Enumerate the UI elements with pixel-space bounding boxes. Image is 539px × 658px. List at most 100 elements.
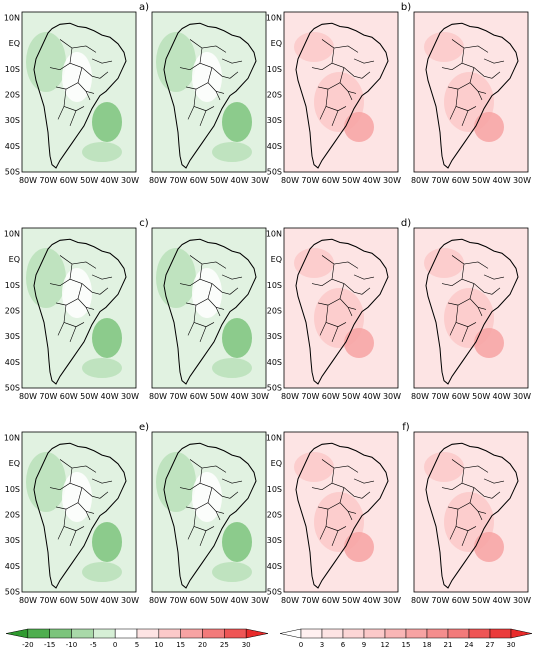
colorbar-tick-label: 0 <box>113 641 117 649</box>
field-contour <box>294 452 334 482</box>
lon-tick-label: 50W <box>472 596 490 605</box>
colorbar-tick-label: 30 <box>507 641 516 649</box>
lon-tick-label: 50W <box>472 392 490 401</box>
panel-label: b) <box>401 2 411 13</box>
lat-tick-label: 50S <box>5 384 20 393</box>
lat-tick-label: 30S <box>267 332 282 341</box>
colorbar-arrow <box>5 628 29 639</box>
field-contour <box>26 248 66 308</box>
lon-tick-label: 40W <box>101 596 119 605</box>
field-contour <box>82 562 122 582</box>
colorbar-swatch <box>202 628 225 639</box>
lon-tick-label: 50W <box>342 596 360 605</box>
lon-tick-label: 40W <box>493 596 511 605</box>
field-contour <box>222 318 252 358</box>
colorbar-tick-label: 24 <box>465 641 474 649</box>
lon-tick-label: 40W <box>231 176 249 185</box>
lon-tick-label: 40W <box>231 392 249 401</box>
lon-tick-label: 60W <box>322 596 340 605</box>
lat-tick-label: 10S <box>5 65 20 74</box>
field-contour <box>92 522 122 562</box>
colorbar-swatch <box>468 628 491 639</box>
lon-tick-label: 60W <box>452 176 470 185</box>
lon-tick-label: 60W <box>60 176 78 185</box>
lon-tick-label: 30W <box>513 392 531 401</box>
lat-tick-label: 50S <box>5 588 20 597</box>
colorbar-tick-label: 20 <box>198 641 207 649</box>
lat-tick-label: 40S <box>267 562 282 571</box>
field-contour <box>424 32 464 62</box>
lat-tick-label: 40S <box>5 142 20 151</box>
lat-tick-label: 50S <box>267 384 282 393</box>
lat-tick-label: 20S <box>5 511 20 520</box>
lat-tick-label: 10N <box>4 434 20 443</box>
lon-tick-label: 60W <box>322 176 340 185</box>
lon-tick-label: 30W <box>513 596 531 605</box>
colorbar-tick-label: 21 <box>444 641 453 649</box>
lon-tick-label: 80W <box>19 596 37 605</box>
colorbar-swatch <box>405 628 428 639</box>
colorbar-tick-label: -20 <box>22 641 33 649</box>
field-contour <box>212 562 252 582</box>
lon-tick-label: 60W <box>60 596 78 605</box>
colorbar-swatch <box>300 628 323 639</box>
field-contour <box>82 358 122 378</box>
lon-tick-label: 30W <box>121 596 139 605</box>
colorbar-swatch <box>136 628 160 639</box>
lat-tick-label: EQ <box>271 459 282 468</box>
lon-tick-label: 60W <box>60 392 78 401</box>
lon-tick-label: 50W <box>342 392 360 401</box>
colorbar-swatch <box>158 628 181 639</box>
colorbar-magnitude: 0 3 6 9 12 15 18 21 24 27 30 <box>279 628 533 649</box>
field-contour <box>92 102 122 142</box>
lat-tick-label: EQ <box>9 255 20 264</box>
lat-tick-label: 10S <box>5 281 20 290</box>
lon-tick-label: 70W <box>39 176 57 185</box>
colorbar-swatch <box>49 628 72 639</box>
lon-tick-label: 50W <box>210 392 228 401</box>
lon-tick-label: 80W <box>281 176 299 185</box>
lon-tick-label: 80W <box>19 176 37 185</box>
panel-label: c) <box>139 218 148 229</box>
field-contour <box>222 522 252 562</box>
field-contour <box>424 248 464 278</box>
lon-tick-label: 70W <box>169 176 187 185</box>
field-contour <box>212 358 252 378</box>
lat-tick-label: 10N <box>266 14 282 23</box>
lon-tick-label: 40W <box>231 596 249 605</box>
lon-tick-label: 70W <box>169 596 187 605</box>
lon-tick-label: 70W <box>169 392 187 401</box>
field-contour <box>294 248 334 278</box>
colorbar-tick-label: 12 <box>381 641 390 649</box>
colorbar-swatch <box>27 628 50 639</box>
lon-tick-label: 70W <box>431 596 449 605</box>
colorbar-tick-label: 9 <box>362 641 366 649</box>
lon-tick-label: 60W <box>190 596 208 605</box>
lon-tick-label: 70W <box>301 596 319 605</box>
colorbar-arrow <box>510 628 533 639</box>
lat-tick-label: 10N <box>266 434 282 443</box>
field-contour <box>26 32 66 92</box>
lat-tick-label: 40S <box>267 142 282 151</box>
map-panel-9: 80W 70W 60W 50W 40W 30W <box>149 431 269 605</box>
map-panel-5: 80W 70W 60W 50W 40W 30W <box>149 227 269 401</box>
lon-tick-label: 50W <box>342 176 360 185</box>
field-contour <box>212 142 252 162</box>
lat-tick-label: 10N <box>266 230 282 239</box>
field-contour <box>344 328 374 358</box>
colorbar-swatch <box>93 628 116 639</box>
lon-tick-label: 80W <box>411 176 429 185</box>
lat-tick-label: 10N <box>4 14 20 23</box>
lon-tick-label: 80W <box>281 596 299 605</box>
colorbar-swatch <box>447 628 470 639</box>
lat-tick-label: 10S <box>267 281 282 290</box>
colorbar-tick-label: -5 <box>90 641 97 649</box>
colorbar-swatch <box>426 628 449 639</box>
lon-tick-label: 50W <box>210 176 228 185</box>
field-contour <box>424 452 464 482</box>
